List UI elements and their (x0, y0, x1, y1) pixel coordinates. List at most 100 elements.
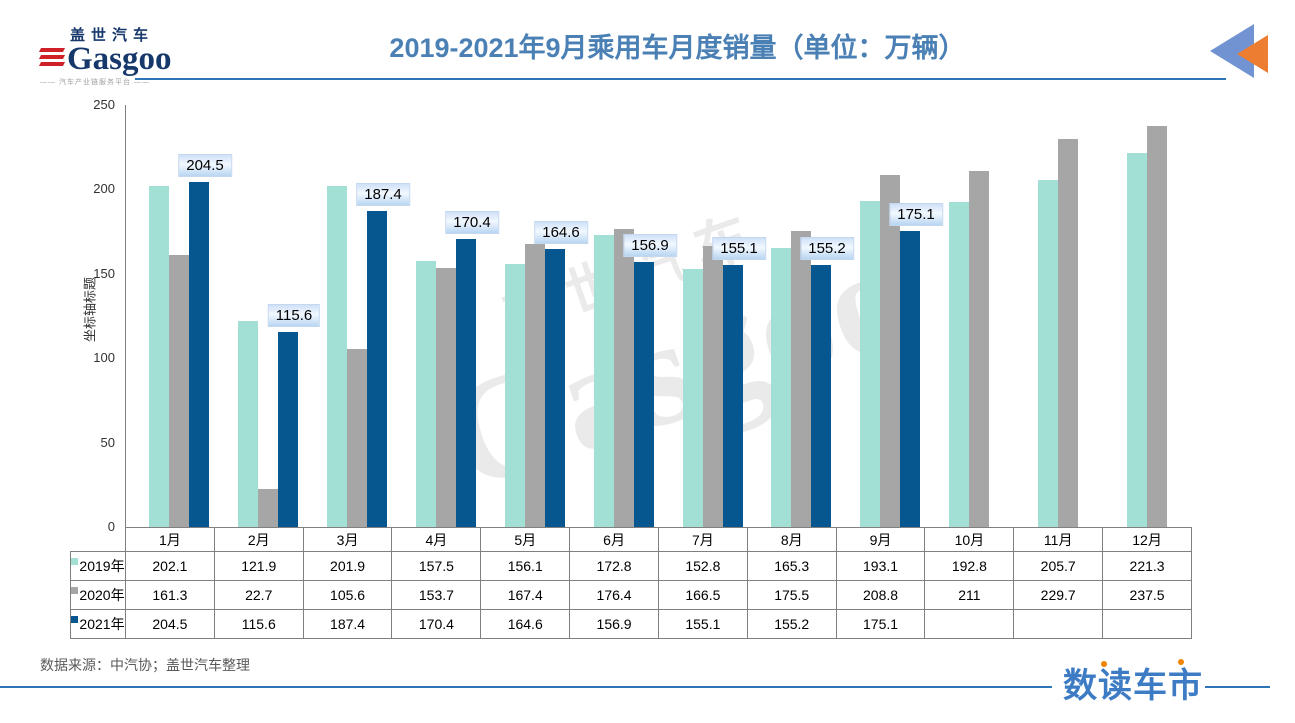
y-tick-150: 150 (93, 265, 115, 281)
legend-cell-2021年: 2021年 (70, 609, 126, 639)
table-corner-cell (71, 528, 126, 552)
value-2021年-4月: 170.4 (391, 609, 482, 639)
value-2021年-6月: 156.9 (569, 609, 659, 639)
value-2020年-4月: 153.7 (391, 580, 482, 610)
value-2019年-1月: 202.1 (125, 551, 215, 581)
bar-2019年-4月 (416, 261, 436, 527)
value-2020年-1月: 161.3 (125, 580, 215, 610)
bar-2019年-2月 (238, 321, 258, 527)
bar-2020年-8月 (791, 231, 811, 527)
value-2021年-1月: 204.5 (125, 609, 215, 639)
bar-2019年-10月 (949, 202, 969, 527)
value-2021年-3月: 187.4 (302, 609, 393, 639)
value-2020年-5月: 167.4 (480, 580, 571, 610)
bar-2019年-7月 (683, 269, 703, 527)
y-tick-200: 200 (93, 181, 115, 197)
bar-2021年-9月 (900, 231, 920, 527)
value-2021年-7月: 155.1 (657, 609, 748, 639)
bar-2021年-8月 (811, 265, 831, 527)
bar-2020年-7月 (703, 246, 723, 527)
y-tick-0: 0 (107, 519, 115, 534)
value-2019年-12月: 221.3 (1102, 551, 1192, 581)
value-2021年-2月: 115.6 (213, 609, 304, 639)
bar-2020年-9月 (880, 175, 900, 527)
bar-2021年-5月 (545, 249, 565, 527)
data-source-note: 数据来源：中汽协；盖世汽车整理 (40, 657, 250, 673)
title-underline (135, 78, 1226, 80)
value-2020年-7月: 166.5 (657, 580, 748, 610)
value-2019年-7月: 152.8 (657, 551, 748, 581)
bar-2020年-1月 (169, 255, 189, 527)
bar-2019年-3月 (327, 186, 347, 527)
value-2020年-11月: 229.7 (1013, 580, 1104, 610)
data-label-2021年-5月: 164.6 (534, 221, 588, 244)
value-2019年-10月: 192.8 (924, 551, 1015, 581)
value-2019年-8月: 165.3 (746, 551, 837, 581)
value-2020年-8月: 175.5 (746, 580, 837, 610)
bar-2020年-4月 (436, 268, 456, 527)
page-title: 2019-2021年9月乘用车月度销量（单位：万辆） (389, 33, 966, 63)
bar-2019年-5月 (505, 264, 525, 527)
gasgoo-logo-text: Gasgoo (67, 41, 172, 77)
value-2019年-2月: 121.9 (213, 551, 304, 581)
month-header-11月: 11月 (1013, 527, 1104, 552)
data-label-2021年-2月: 115.6 (267, 304, 321, 327)
footer-divider-right (1205, 686, 1270, 688)
legend-swatch-2020年 (71, 587, 79, 595)
bar-2020年-5月 (525, 244, 545, 527)
data-label-2021年-3月: 187.4 (356, 183, 410, 206)
month-header-5月: 5月 (480, 527, 571, 552)
gasgoo-tagline: —— 汽车产业链服务平台 —— (40, 79, 150, 86)
data-label-2021年-1月: 204.5 (178, 154, 232, 177)
legend-swatch-2021年 (71, 616, 79, 624)
legend-swatch-2019年 (71, 558, 79, 566)
bar-2019年-11月 (1038, 180, 1058, 527)
value-2019年-9月: 193.1 (835, 551, 926, 581)
double-back-arrows-icon[interactable] (1210, 24, 1274, 80)
value-2021年-11月 (1013, 609, 1104, 639)
bar-2020年-10月 (969, 171, 989, 527)
value-2021年-12月 (1102, 609, 1192, 639)
value-2019年-3月: 201.9 (302, 551, 393, 581)
value-2020年-9月: 208.8 (835, 580, 926, 610)
bar-2021年-6月 (634, 262, 654, 527)
bar-2020年-3月 (347, 349, 367, 527)
gasgoo-logo: 盖世汽车 Gasgoo —— 汽车产业链服务平台 —— (38, 24, 210, 87)
data-label-2021年-8月: 155.2 (800, 237, 854, 260)
bar-2021年-7月 (723, 265, 743, 527)
data-label-2021年-6月: 156.9 (623, 234, 677, 257)
bar-2021年-2月 (278, 332, 298, 527)
brand-accent-dot (1101, 661, 1107, 667)
month-header-9月: 9月 (835, 527, 926, 552)
bar-2021年-3月 (367, 211, 387, 527)
bar-2019年-9月 (860, 201, 880, 527)
bar-2019年-12月 (1127, 153, 1147, 527)
month-header-12月: 12月 (1102, 527, 1192, 552)
value-2019年-4月: 157.5 (391, 551, 482, 581)
bar-2020年-12月 (1147, 126, 1167, 527)
value-2020年-6月: 176.4 (569, 580, 659, 610)
value-2020年-12月: 237.5 (1102, 580, 1192, 610)
month-header-6月: 6月 (569, 527, 659, 552)
data-label-2021年-9月: 175.1 (889, 203, 943, 226)
y-tick-250: 250 (93, 97, 115, 112)
value-2021年-8月: 155.2 (746, 609, 837, 639)
month-header-1月: 1月 (125, 527, 215, 552)
bar-2020年-6月 (614, 229, 634, 527)
value-2019年-11月: 205.7 (1013, 551, 1104, 581)
value-2020年-10月: 211 (924, 580, 1015, 610)
value-2019年-6月: 172.8 (569, 551, 659, 581)
bar-2019年-6月 (594, 235, 614, 527)
month-header-7月: 7月 (657, 527, 748, 552)
value-2020年-2月: 22.7 (213, 580, 304, 610)
month-header-8月: 8月 (746, 527, 837, 552)
chart-data-table: 1月 2月 3月 4月 5月 6月 7月 8月 9月 10月 11月 12月 2019年 202.1 121… (70, 527, 1192, 639)
brand-accent-dot (1178, 659, 1184, 665)
month-header-3月: 3月 (302, 527, 393, 552)
shuduCheshi-brand: 数读车市 (1063, 667, 1203, 705)
bar-2019年-1月 (149, 186, 169, 527)
legend-cell-2019年: 2019年 (70, 551, 126, 581)
bar-2019年-8月 (771, 248, 791, 527)
data-label-2021年-4月: 170.4 (445, 211, 499, 234)
